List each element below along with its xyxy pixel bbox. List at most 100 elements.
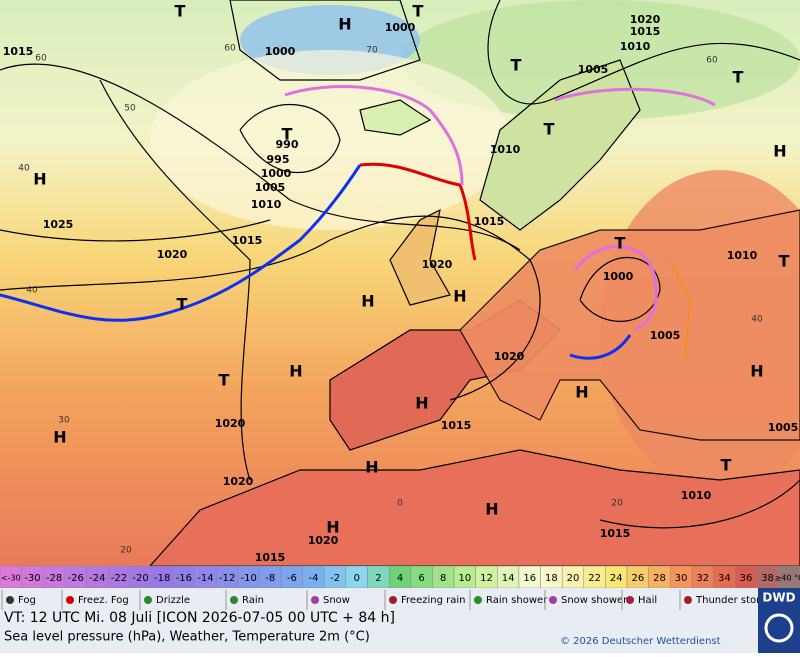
grid-label: 60 [224, 44, 236, 54]
isobar-label: 1010 [251, 198, 282, 211]
scale-label: -4 [309, 573, 319, 584]
isobar-label: 1000 [265, 45, 296, 58]
pressure-system: T [615, 234, 626, 253]
temperature-scale: <-30 -30 -28 -26 -24 -22 -20 -18 -16 -14 -12 -10 -8-… [0, 565, 800, 589]
grid-label: 60 [35, 54, 47, 64]
legend-symbol [230, 596, 238, 604]
legend-symbol [549, 596, 557, 604]
isobar-label: 1000 [261, 167, 292, 180]
pressure-system: T [175, 2, 186, 21]
occlusion [554, 87, 716, 107]
grid-label: 40 [751, 315, 763, 325]
scale-label: 16 [523, 573, 536, 584]
legend-symbol [144, 596, 152, 604]
scale-label: -12 [219, 573, 235, 584]
pressure-system: H [289, 362, 302, 381]
scale-label: 14 [502, 573, 515, 584]
greenland [229, 0, 421, 81]
legend-symbol [389, 596, 397, 604]
scale-label: -24 [89, 573, 105, 584]
scale-label: -2 [330, 573, 340, 584]
scale-label: 34 [718, 573, 731, 584]
isobar-label: 1015 [441, 419, 472, 432]
legend-label: Rain shower [486, 595, 548, 606]
scale-label: 18 [545, 573, 558, 584]
legend-label: Rain [242, 595, 264, 606]
legend-symbol [6, 596, 14, 604]
legend-label: Hail [638, 595, 657, 606]
grid-label: 50 [124, 104, 136, 114]
pressure-system: T [721, 456, 732, 475]
scale-label: 22 [588, 573, 601, 584]
pressure-system: H [338, 15, 351, 34]
isobar-label: 1005 [768, 421, 799, 434]
scale-label: 28 [653, 573, 666, 584]
pressure-system: H [361, 292, 374, 311]
legend: Fog Freez. Fog Drizzle Rain Snow Freezing rai… [0, 588, 800, 653]
scale-label: 12 [480, 573, 493, 584]
valid-time: VT: 12 UTC Mi. 08 Juli [ICON 2026-07-05 … [4, 610, 395, 626]
scandinavia [479, 59, 641, 231]
legend-symbol [311, 596, 319, 604]
pressure-system: H [773, 142, 786, 161]
isobar-label: 1015 [474, 215, 505, 228]
legend-symbol [474, 596, 482, 604]
legend-label: Fog [18, 595, 36, 606]
pressure-system: H [575, 383, 588, 402]
isobar-label: 1020 [223, 475, 254, 488]
grid-label: 30 [58, 416, 70, 426]
legend-label: Freezing rain [401, 595, 465, 606]
pressure-system: H [53, 428, 66, 447]
isobar-label: 1005 [255, 181, 286, 194]
pressure-system: H [365, 458, 378, 477]
warm-front [359, 162, 477, 261]
pressure-system: T [511, 56, 522, 75]
isobars [0, 0, 800, 529]
isobar-label: 1010 [490, 143, 521, 156]
grid-label: 70 [366, 46, 378, 56]
occlusion [573, 245, 658, 332]
scale-label: -26 [68, 573, 84, 584]
legend-label: Thunder storm [695, 595, 770, 606]
scale-label: 4 [397, 573, 403, 584]
scale-label: -16 [176, 573, 192, 584]
grid-label: 20 [120, 546, 132, 556]
grid-label: 0 [397, 499, 403, 509]
scale-label: 24 [610, 573, 623, 584]
pressure-system: H [485, 500, 498, 519]
scale-label: -20 [132, 573, 148, 584]
grid-label: 20 [611, 499, 623, 509]
grid-label: 40 [18, 164, 30, 174]
isobar-label: 1005 [578, 63, 609, 76]
isobar-label: 1020 [308, 534, 339, 547]
pressure-system: T [544, 120, 555, 139]
copyright: © 2026 Deutscher Wetterdienst [560, 636, 721, 647]
legend-label: Freez. Fog [78, 595, 129, 606]
scale-label: -28 [46, 573, 62, 584]
scale-label: ≥40 °C [775, 574, 800, 583]
legend-label: Snow shower [561, 595, 628, 606]
scale-label: 0 [354, 573, 360, 584]
occlusion [284, 85, 464, 186]
pressure-system: H [415, 394, 428, 413]
isobar-label: 1000 [385, 21, 416, 34]
africa [148, 449, 800, 567]
scale-label: 32 [696, 573, 709, 584]
cold-front [569, 334, 632, 360]
trough [669, 259, 692, 361]
isobar-label: 990 [276, 138, 299, 151]
logo-text: DWD [762, 591, 795, 605]
legend-symbol [626, 596, 634, 604]
scale-label: 8 [440, 573, 446, 584]
isobar-label: 1010 [681, 489, 712, 502]
legend-label: Snow [323, 595, 350, 606]
scale-label: -18 [154, 573, 170, 584]
scale-label: 10 [458, 573, 471, 584]
scale-label: <-30 [1, 574, 21, 583]
isobar-label: 1010 [727, 249, 758, 262]
legend-label: Drizzle [156, 595, 190, 606]
scale-label: 38 [761, 573, 774, 584]
cool-area [400, 0, 800, 120]
